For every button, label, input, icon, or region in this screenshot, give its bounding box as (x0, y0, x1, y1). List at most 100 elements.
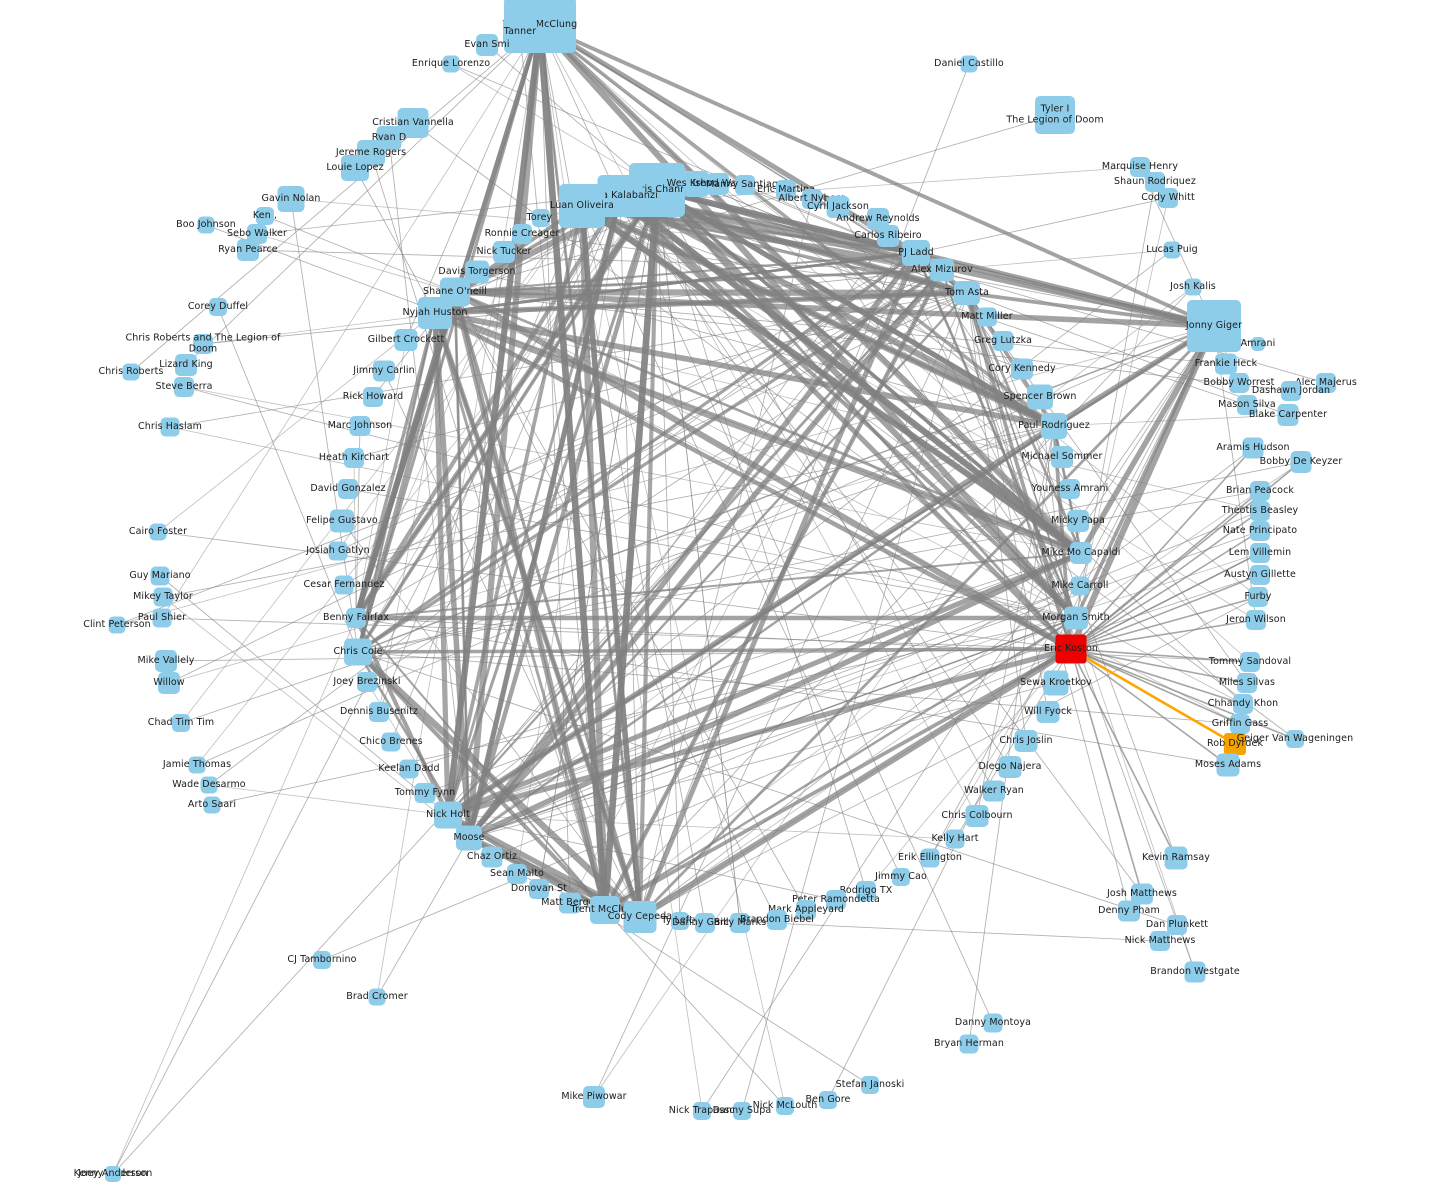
graph-node[interactable] (175, 354, 197, 376)
graph-node[interactable] (1130, 157, 1150, 177)
graph-node[interactable] (1316, 373, 1336, 393)
graph-node[interactable] (465, 260, 489, 284)
graph-node[interactable] (1242, 437, 1264, 459)
graph-node[interactable] (153, 587, 173, 607)
graph-node[interactable] (960, 55, 978, 73)
graph-node[interactable] (108, 616, 126, 634)
graph-node[interactable] (197, 216, 215, 234)
graph-node[interactable] (1163, 241, 1181, 259)
graph-node[interactable] (1229, 373, 1249, 393)
graph-node[interactable] (1250, 481, 1270, 501)
graph-node[interactable] (1184, 278, 1202, 296)
graph-node[interactable] (826, 890, 846, 910)
graph-node[interactable] (867, 208, 889, 230)
graph-node[interactable] (983, 1013, 1003, 1033)
graph-node[interactable] (1043, 670, 1069, 696)
graph-node[interactable] (623, 901, 657, 933)
graph-node[interactable] (368, 988, 386, 1006)
graph-node[interactable] (1230, 714, 1250, 734)
graph-node[interactable] (1215, 353, 1237, 375)
graph-node[interactable] (959, 1034, 979, 1054)
graph-node[interactable] (414, 783, 436, 803)
graph-node[interactable] (1131, 883, 1153, 905)
graph-node[interactable] (877, 225, 899, 247)
graph-node[interactable] (1011, 358, 1033, 380)
graph-node[interactable] (1064, 606, 1088, 630)
graph-node[interactable] (346, 608, 366, 628)
graph-node[interactable] (1251, 337, 1265, 351)
graph-node[interactable] (381, 732, 401, 752)
graph-node[interactable] (707, 173, 729, 195)
graph-node[interactable] (532, 209, 550, 227)
graph-node[interactable] (1055, 634, 1087, 664)
graph-node[interactable] (160, 417, 180, 437)
graph-node[interactable] (394, 329, 418, 351)
graph-node[interactable] (158, 672, 180, 694)
graph-node[interactable] (105, 1166, 121, 1182)
graph-node[interactable] (1286, 730, 1304, 748)
graph-node[interactable] (559, 184, 605, 228)
graph-node[interactable] (209, 298, 227, 316)
graph-node[interactable] (1041, 413, 1067, 439)
graph-node[interactable] (149, 523, 167, 541)
graph-node[interactable] (193, 334, 213, 354)
graph-node[interactable] (693, 1102, 711, 1120)
graph-node[interactable] (529, 879, 549, 899)
graph-node[interactable] (1027, 384, 1053, 410)
graph-node[interactable] (1224, 733, 1246, 755)
graph-node[interactable] (1233, 694, 1253, 714)
graph-node[interactable] (357, 672, 377, 692)
graph-node[interactable] (776, 180, 796, 200)
graph-node[interactable] (341, 155, 369, 181)
graph-node[interactable] (1145, 172, 1165, 192)
graph-node[interactable] (1184, 961, 1206, 983)
graph-node[interactable] (237, 239, 259, 261)
graph-node[interactable] (172, 714, 190, 732)
graph-node[interactable] (983, 780, 1005, 802)
graph-node[interactable] (1290, 451, 1312, 473)
graph-node[interactable] (277, 186, 305, 212)
graph-node[interactable] (856, 881, 876, 901)
graph-node[interactable] (826, 196, 850, 218)
graph-node[interactable] (1216, 753, 1240, 777)
graph-node[interactable] (1150, 931, 1170, 951)
graph-node[interactable] (503, 17, 537, 47)
graph-node[interactable] (998, 756, 1022, 778)
graph-node[interactable] (802, 189, 822, 209)
graph-node[interactable] (1281, 381, 1301, 401)
graph-node[interactable] (977, 307, 997, 327)
graph-node[interactable] (1070, 542, 1092, 564)
graph-node[interactable] (1250, 501, 1270, 521)
graph-node[interactable] (338, 479, 358, 499)
graph-node[interactable] (152, 608, 172, 628)
graph-node[interactable] (456, 825, 482, 851)
graph-node[interactable] (1250, 543, 1270, 563)
graph-node[interactable] (313, 951, 331, 969)
graph-node[interactable] (150, 566, 170, 586)
graph-node[interactable] (1277, 404, 1299, 426)
graph-node[interactable] (992, 331, 1014, 351)
graph-node[interactable] (155, 650, 177, 672)
graph-node[interactable] (349, 416, 371, 436)
graph-node[interactable] (597, 175, 643, 217)
graph-node[interactable] (796, 900, 816, 920)
graph-node[interactable] (1158, 188, 1178, 208)
graph-node[interactable] (1250, 521, 1270, 541)
graph-node[interactable] (369, 702, 389, 722)
graph-node[interactable] (1051, 446, 1073, 468)
graph-node[interactable] (363, 387, 383, 407)
graph-node[interactable] (1118, 900, 1140, 922)
graph-node[interactable] (200, 776, 218, 794)
graph-node[interactable] (1167, 915, 1187, 935)
graph-node[interactable] (583, 1086, 605, 1108)
graph-node[interactable] (902, 240, 930, 266)
graph-node[interactable] (1240, 652, 1260, 672)
graph-node[interactable] (930, 258, 954, 282)
graph-node[interactable] (442, 55, 460, 73)
graph-node[interactable] (203, 796, 221, 814)
graph-node[interactable] (256, 207, 274, 225)
graph-node[interactable] (1014, 730, 1038, 752)
graph-node[interactable] (861, 1076, 879, 1094)
graph-node[interactable] (733, 1102, 751, 1120)
